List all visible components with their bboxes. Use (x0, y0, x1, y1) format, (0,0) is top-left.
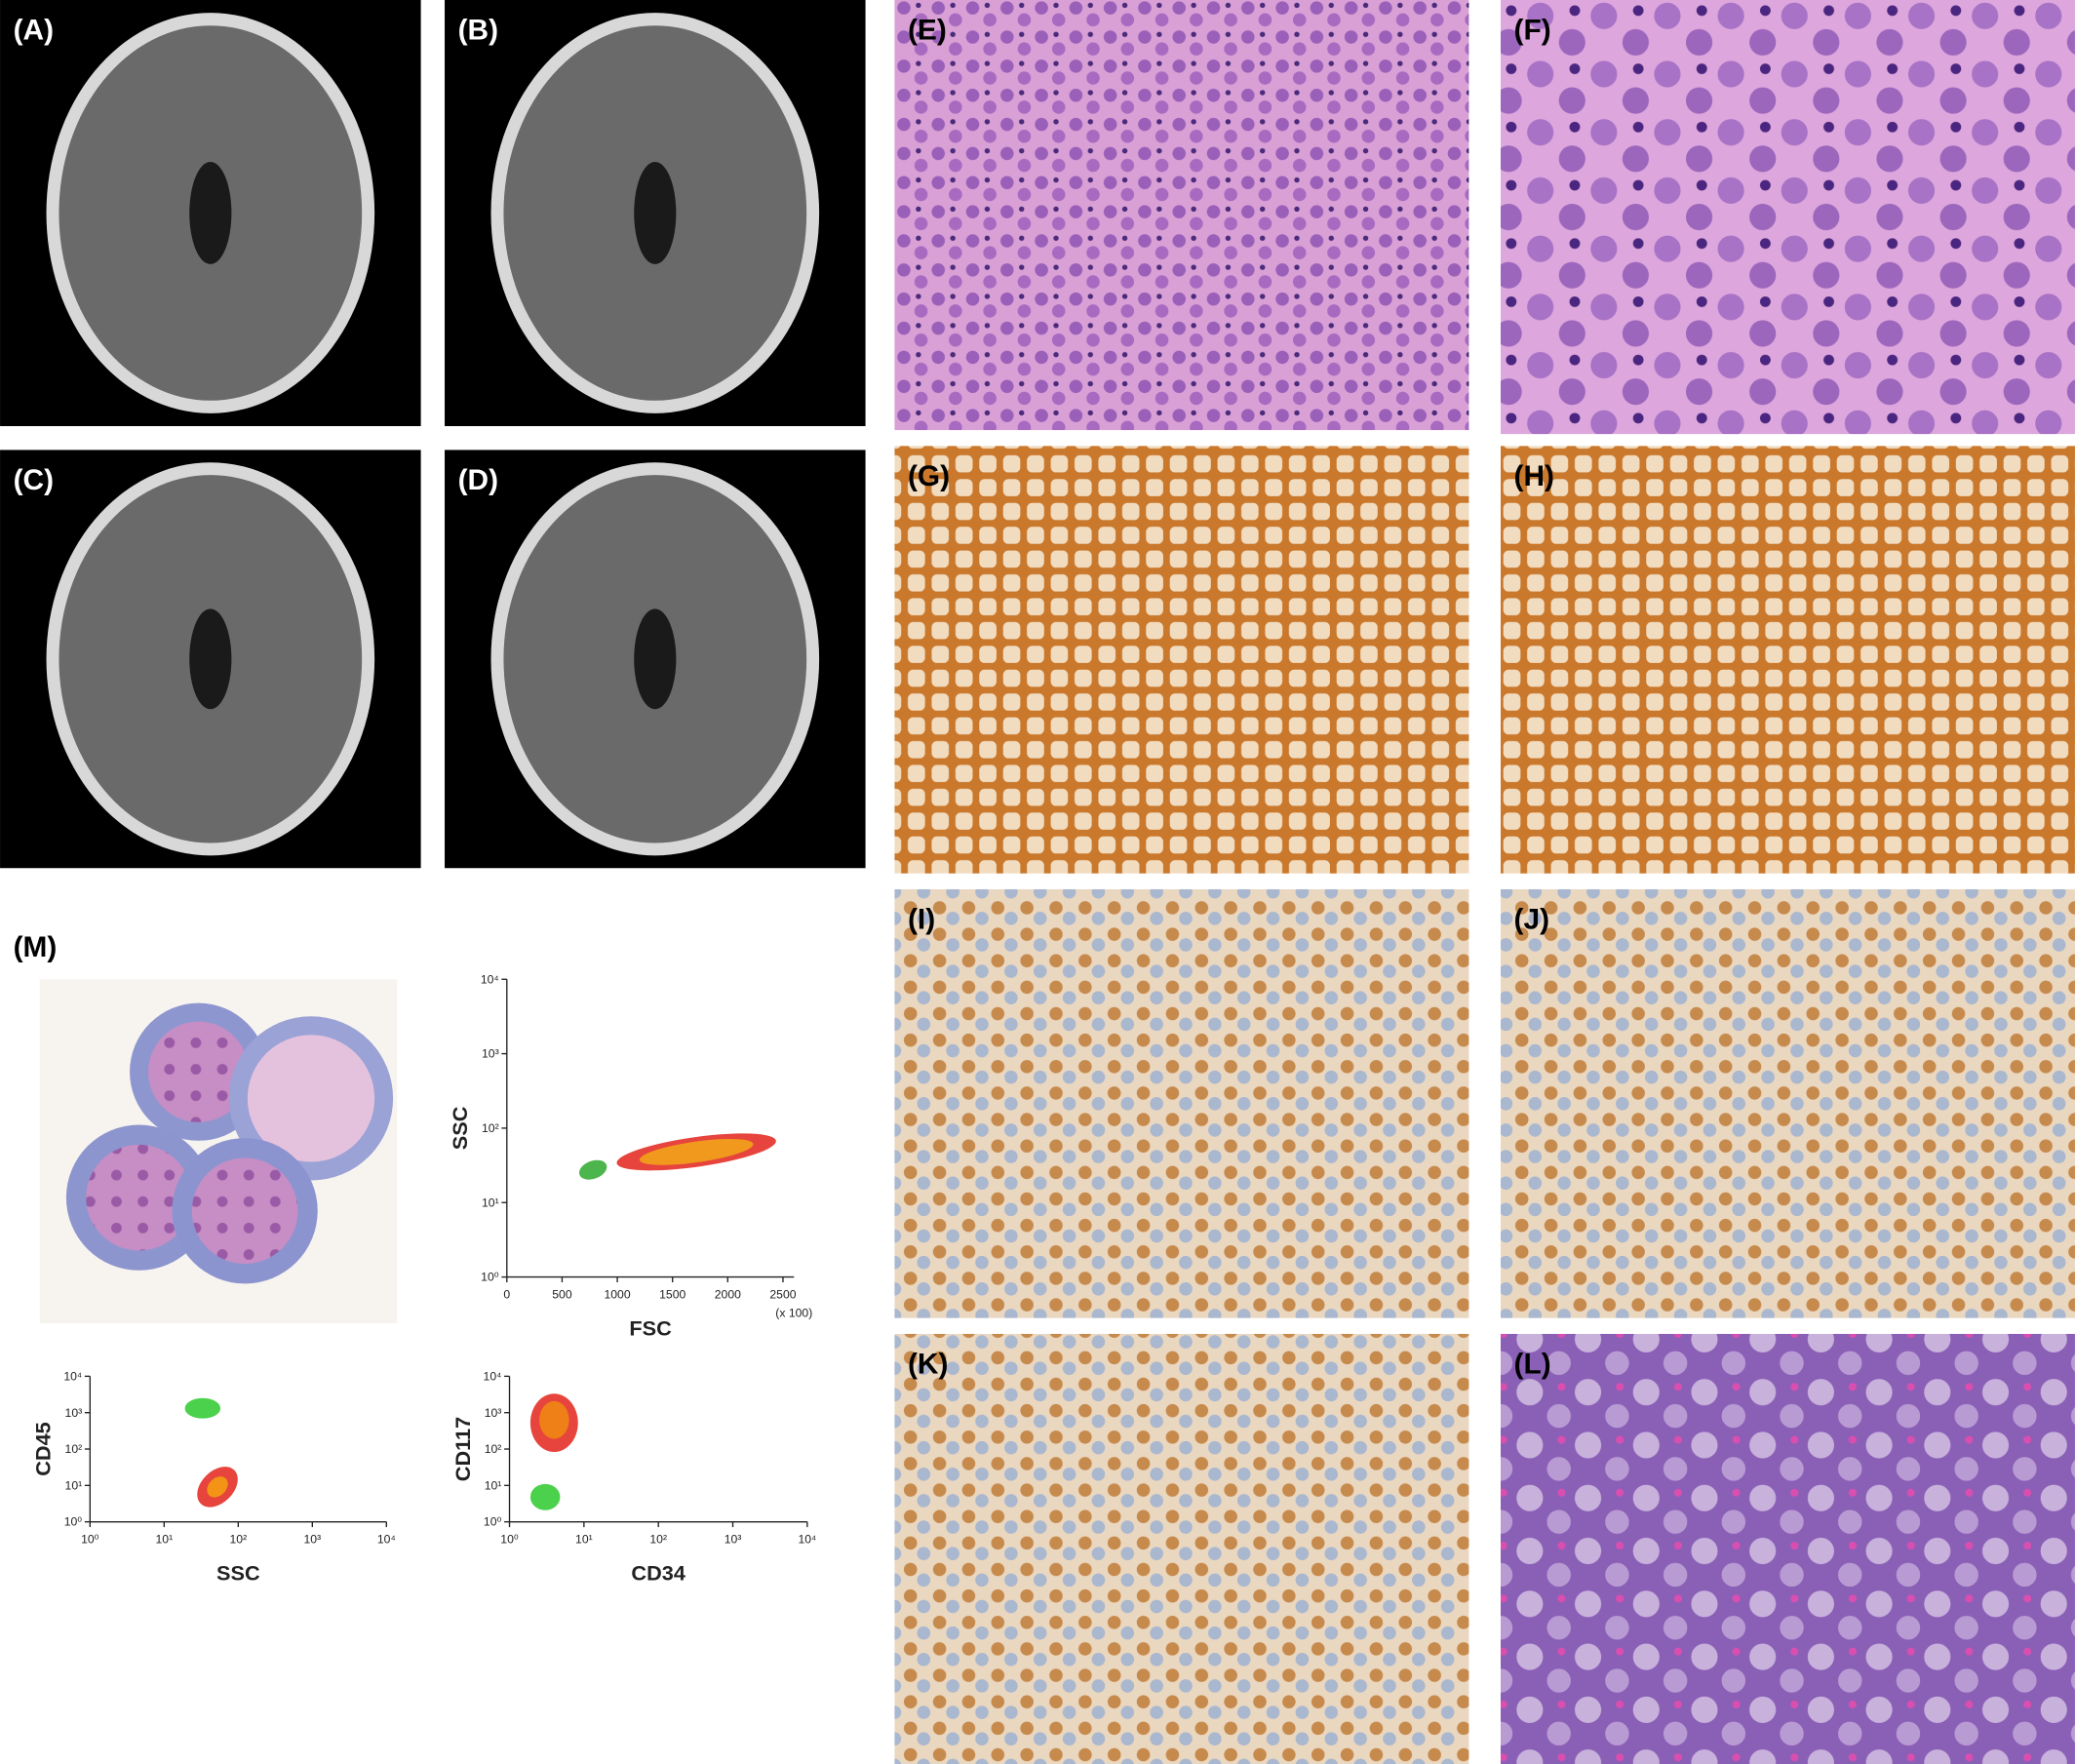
x-tick-label: 2500 (769, 1287, 796, 1301)
x-tick-label: 10³ (724, 1532, 742, 1546)
x-tick-label: 10² (229, 1532, 247, 1546)
x-tick-label: 0 (503, 1287, 510, 1301)
cell-population (539, 1400, 569, 1439)
x-tick-label: 10¹ (575, 1532, 593, 1546)
panel-label: (A) (14, 15, 54, 47)
panel-label: (L) (1514, 1349, 1551, 1381)
x-axis-label: FSC (629, 1315, 672, 1340)
flow-plot: 10⁰ 10¹ 10² 10³ 10⁴ 10⁰ 10¹ 10² 10³ 10⁴ SSC CD45 (31, 1369, 396, 1585)
histology-image (1500, 446, 2075, 874)
y-tick-label: 10³ (482, 1047, 499, 1061)
x-tick-label: 2000 (715, 1287, 741, 1301)
panel-label: (G) (908, 460, 950, 492)
y-tick-label: 10² (482, 1121, 499, 1135)
y-tick-label: 10⁰ (481, 1271, 499, 1284)
y-tick-label: 10² (65, 1442, 83, 1456)
mri-ventricle (189, 162, 232, 264)
x-axis-label: CD34 (631, 1560, 685, 1585)
x-tick-label: 500 (552, 1287, 572, 1301)
mri-ventricle (634, 608, 677, 710)
y-tick-label: 10⁴ (484, 1369, 502, 1383)
panel-label: (H) (1514, 460, 1554, 492)
panel-label: (B) (458, 15, 498, 47)
histology-image (1500, 1333, 2075, 1764)
x-tick-label: 10¹ (156, 1532, 174, 1546)
x-tick-label: 10³ (303, 1532, 321, 1546)
panel-label: (F) (1514, 15, 1551, 47)
x-axis-label: SSC (216, 1560, 260, 1585)
cell-population (578, 1159, 607, 1180)
panel-label: (K) (908, 1349, 948, 1381)
cell-population (639, 1138, 754, 1165)
y-tick-label: 10¹ (65, 1478, 83, 1492)
x-tick-label: 10⁰ (500, 1532, 519, 1546)
y-axis-label: CD117 (450, 1417, 475, 1481)
y-tick-label: 10¹ (485, 1478, 502, 1492)
y-tick-label: 10⁴ (63, 1369, 82, 1383)
y-tick-label: 10¹ (482, 1196, 499, 1209)
x-tick-label: 1500 (659, 1287, 685, 1301)
y-tick-label: 10⁰ (484, 1515, 502, 1529)
y-axis-label: CD45 (31, 1422, 56, 1475)
y-tick-label: 10³ (485, 1406, 502, 1420)
x-axis-note: (x 100) (775, 1306, 812, 1319)
cell-population (529, 1483, 561, 1510)
x-tick-label: 10⁰ (81, 1532, 99, 1546)
y-axis-label: SSC (448, 1106, 472, 1150)
x-tick-label: 1000 (604, 1287, 630, 1301)
y-tick-label: 10⁴ (481, 972, 499, 986)
mri-ventricle (634, 162, 677, 264)
histology-image (1500, 888, 2075, 1318)
histology-image (894, 1333, 1469, 1764)
panel-label: (D) (458, 464, 498, 496)
cytology-image (39, 979, 398, 1324)
mri-ventricle (189, 608, 232, 710)
histology-image (1500, 0, 2075, 435)
panel-label: (I) (908, 904, 935, 936)
histology-image (894, 446, 1469, 874)
x-tick-label: 10⁴ (798, 1532, 816, 1546)
y-tick-label: 10³ (65, 1406, 83, 1420)
histology-image (894, 0, 1469, 431)
cell-population (207, 1476, 228, 1498)
x-tick-label: 10² (649, 1532, 667, 1546)
cell-population (184, 1397, 221, 1419)
histology-image (894, 888, 1469, 1318)
panel-label: (J) (1514, 904, 1549, 936)
x-tick-label: 10⁴ (377, 1532, 396, 1546)
panel-label: (M) (14, 931, 58, 963)
flow-plot: 10⁰ 10¹ 10² 10³ 10⁴ 0 500 1000 1500 2000 2500 FSC SS… (448, 972, 812, 1340)
panel-label: (C) (14, 464, 54, 496)
panel-label: (E) (908, 15, 947, 47)
y-tick-label: 10⁰ (64, 1515, 83, 1529)
flow-plot: 10⁰ 10¹ 10² 10³ 10⁴ 10⁰ 10¹ 10² 10³ 10⁴ CD34 CD117 (450, 1369, 816, 1585)
y-tick-label: 10² (485, 1442, 502, 1456)
